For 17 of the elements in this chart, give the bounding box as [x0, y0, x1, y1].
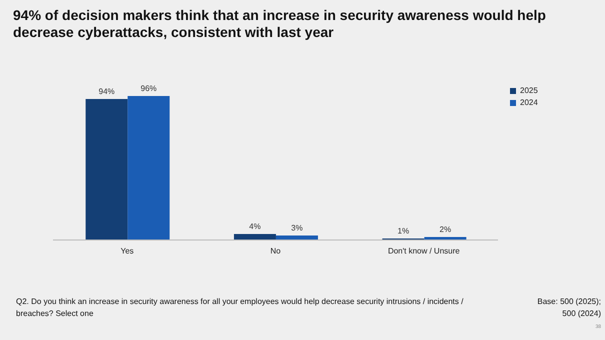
bar [86, 99, 128, 240]
bar [128, 96, 170, 240]
x-tick-label: Yes [120, 246, 134, 256]
text: Base: 500 (2025); 500 (2024) [536, 296, 601, 320]
legend-label: 2024 [520, 98, 538, 107]
data-label: 96% [140, 84, 157, 93]
text: Q2. Do you think an increase in security awareness for all your employees would help decrease security intrusions / incidents / breaches? Select one [16, 296, 464, 320]
data-label: 94% [98, 87, 115, 96]
legend-label: 2025 [520, 86, 538, 95]
chart-title: 94% of decision makers think that an increase in security awareness would help decrease cyberattacks, consistent with last year [13, 7, 547, 41]
x-tick-label: No [270, 246, 282, 256]
data-label: 3% [291, 224, 303, 232]
data-label: 4% [249, 222, 261, 231]
data-label: 2% [440, 225, 452, 234]
bar [234, 234, 276, 240]
data-label: 1% [398, 226, 410, 236]
x-tick-label: Don't know / Unsure [388, 246, 460, 256]
